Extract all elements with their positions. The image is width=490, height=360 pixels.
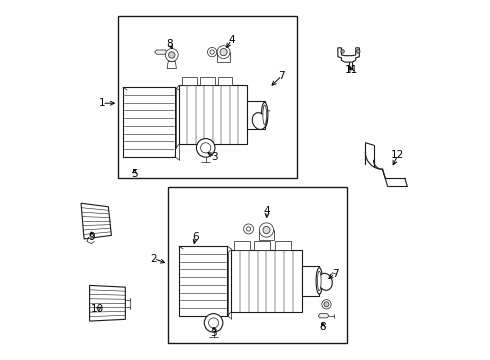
Text: 11: 11 (345, 65, 358, 75)
Circle shape (341, 50, 344, 53)
Ellipse shape (263, 105, 267, 125)
Bar (118, 16, 297, 178)
Polygon shape (318, 314, 329, 318)
Ellipse shape (252, 113, 266, 130)
Bar (234, 241, 250, 249)
Circle shape (259, 223, 273, 237)
Circle shape (246, 227, 251, 231)
Bar (217, 52, 230, 62)
Polygon shape (338, 48, 359, 62)
Bar (275, 241, 292, 249)
Bar (179, 246, 227, 316)
Bar (302, 266, 319, 296)
Text: 5: 5 (131, 168, 138, 179)
Ellipse shape (262, 102, 268, 127)
Text: 8: 8 (319, 322, 326, 332)
Polygon shape (167, 62, 176, 68)
Ellipse shape (318, 271, 321, 291)
Text: 10: 10 (91, 304, 104, 314)
Text: 4: 4 (228, 35, 235, 45)
Bar (254, 241, 270, 249)
Text: 3: 3 (211, 328, 217, 338)
Text: 9: 9 (89, 232, 96, 242)
Circle shape (196, 139, 215, 157)
Circle shape (244, 224, 253, 234)
Bar (259, 230, 273, 240)
Polygon shape (81, 203, 111, 239)
Text: 7: 7 (278, 71, 285, 81)
Text: 6: 6 (193, 232, 199, 242)
Polygon shape (155, 50, 168, 54)
Circle shape (204, 314, 223, 332)
Text: 12: 12 (392, 150, 405, 160)
Bar (179, 85, 247, 144)
Ellipse shape (316, 268, 322, 294)
Circle shape (322, 300, 331, 309)
Circle shape (200, 143, 211, 153)
Bar (182, 77, 197, 85)
Bar (200, 77, 215, 85)
Circle shape (207, 48, 217, 57)
Text: 7: 7 (332, 269, 338, 279)
Circle shape (217, 46, 230, 59)
Polygon shape (90, 285, 125, 321)
Circle shape (209, 318, 219, 328)
Text: 3: 3 (211, 152, 218, 162)
Bar (231, 249, 302, 312)
Bar (123, 87, 174, 157)
Bar (247, 100, 265, 129)
Circle shape (165, 49, 178, 62)
Text: 1: 1 (99, 98, 105, 108)
Circle shape (263, 226, 270, 234)
Circle shape (210, 50, 214, 54)
Circle shape (356, 50, 360, 53)
Text: 4: 4 (264, 206, 270, 216)
Ellipse shape (318, 273, 332, 290)
Circle shape (324, 302, 329, 307)
Text: 8: 8 (167, 39, 173, 49)
Text: 2: 2 (150, 253, 157, 264)
Bar (168, 187, 347, 342)
Circle shape (169, 52, 175, 58)
Circle shape (220, 49, 227, 56)
Bar (218, 77, 232, 85)
